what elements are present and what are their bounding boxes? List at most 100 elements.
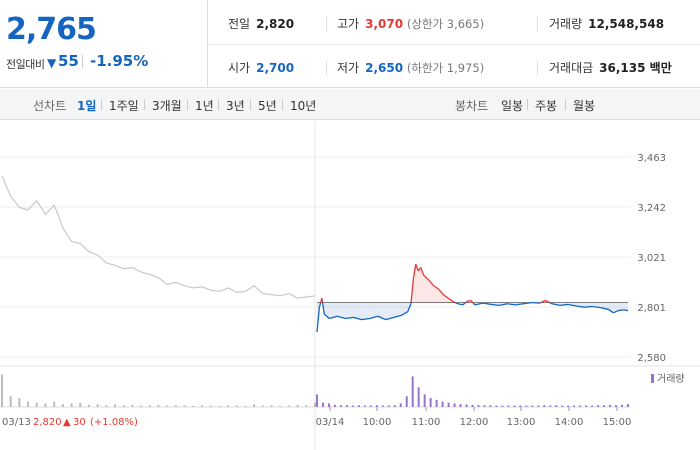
price-segment	[415, 263, 419, 272]
price-segment	[470, 299, 474, 304]
grid	[0, 121, 630, 450]
volume-bar	[615, 405, 618, 407]
prev-day-price-line	[1, 175, 316, 299]
volume-bar	[393, 405, 396, 407]
price-segment	[466, 299, 472, 303]
prev-day-series	[1, 175, 316, 299]
volume-bar	[70, 403, 73, 407]
tab-3m[interactable]: 3개월	[152, 99, 182, 113]
quote-header: 2,765 전일대비 ▼ 55 -1.95% 전일 2,820 고가 3,070 (…	[0, 0, 700, 88]
volume-legend-label: 거래량	[657, 373, 685, 385]
price-segment	[428, 279, 435, 287]
price-segment	[462, 302, 466, 306]
tab-10y[interactable]: 10년	[290, 99, 317, 113]
area-fill	[329, 302, 338, 319]
volume-bar	[495, 405, 498, 407]
price-segment	[491, 303, 500, 307]
divider	[101, 99, 102, 110]
volume-bar	[166, 405, 169, 407]
stat-label: 거래대금	[549, 61, 594, 75]
volume-bar	[525, 405, 528, 407]
price-segment	[499, 303, 508, 306]
price-segment	[482, 302, 492, 306]
volume-bar	[261, 405, 264, 407]
area-fill	[423, 275, 429, 303]
volume-bar	[253, 404, 256, 407]
tab-1y[interactable]: 1년	[195, 99, 214, 113]
volume-bar	[148, 405, 151, 407]
stat-low: 저가 2,650 (하한가 1,975)	[337, 59, 484, 76]
volume-bar	[489, 405, 492, 407]
volume-bar	[375, 405, 378, 407]
volume-bar	[549, 405, 552, 407]
stat-value: 3,070	[365, 17, 404, 31]
volume-bar	[573, 405, 576, 407]
price-segment	[623, 309, 629, 312]
volume-bar	[235, 405, 238, 407]
volume-bar	[140, 405, 143, 407]
volume-bar	[157, 404, 160, 407]
volume-bar	[351, 405, 354, 407]
area-fill	[415, 264, 419, 303]
volume-bar	[561, 405, 564, 407]
divider	[326, 61, 327, 75]
price-segment	[410, 278, 415, 303]
tab-3y[interactable]: 3년	[226, 99, 245, 113]
price-segment	[465, 301, 468, 304]
price-segment	[321, 298, 324, 303]
price-segment	[545, 299, 551, 304]
area-fill	[618, 302, 624, 311]
tab-monthly[interactable]: 월봉	[573, 99, 596, 113]
volume-bar	[114, 404, 117, 407]
price-segment	[474, 302, 484, 306]
volume-bar	[357, 405, 360, 407]
divider	[537, 17, 538, 31]
price-segment	[576, 305, 585, 308]
area-fill	[361, 302, 370, 320]
volume-bar	[519, 405, 522, 407]
stat-label: 전일	[228, 17, 251, 31]
price-segment	[447, 297, 454, 303]
volume-bar	[567, 405, 570, 407]
volume-bar	[477, 405, 480, 407]
volume-bar	[531, 405, 534, 407]
tab-5y[interactable]: 5년	[258, 99, 277, 113]
price-summary: 2,765 전일대비 ▼ 55 -1.95%	[0, 0, 208, 88]
price-segment	[507, 303, 516, 306]
volume-bar	[369, 405, 372, 407]
area-fill	[393, 302, 403, 318]
area-fill	[613, 302, 619, 313]
volume-bar	[35, 402, 38, 407]
stat-high: 고가 3,070 (상한가 3,665)	[337, 15, 484, 32]
volume-bar	[244, 405, 247, 407]
y-tick-label: 3,021	[637, 253, 666, 264]
volume-bar	[27, 401, 30, 407]
area-fill	[623, 302, 628, 311]
area-fill	[369, 302, 378, 319]
tab-weekly[interactable]: 주봉	[535, 99, 558, 113]
area-fill	[608, 302, 614, 313]
price-segment	[613, 309, 619, 314]
today-price-line	[316, 263, 629, 333]
stat-sub: (하한가 1,975)	[406, 61, 485, 75]
volume-bar	[18, 398, 21, 407]
volume-bar	[131, 404, 134, 407]
divider	[565, 99, 566, 110]
volume-bar	[417, 387, 420, 407]
stat-value: 2,650	[365, 61, 404, 75]
y-tick-label: 3,463	[637, 153, 666, 164]
volume-bar	[501, 405, 504, 407]
y-tick-label: 2,580	[637, 353, 666, 364]
tab-daily[interactable]: 일봉	[501, 99, 524, 113]
tab-1w[interactable]: 1주일	[109, 99, 139, 113]
volume-bar	[507, 405, 510, 407]
stat-open: 시가 2,700	[228, 59, 294, 76]
price-segment	[592, 305, 601, 309]
price-segment	[407, 303, 412, 312]
divider	[326, 17, 327, 31]
area-fill	[443, 294, 449, 303]
area-fill	[438, 289, 444, 303]
tab-1d[interactable]: 1일	[77, 99, 97, 113]
change-percent: -1.95%	[90, 52, 149, 70]
area-fill	[413, 264, 416, 303]
